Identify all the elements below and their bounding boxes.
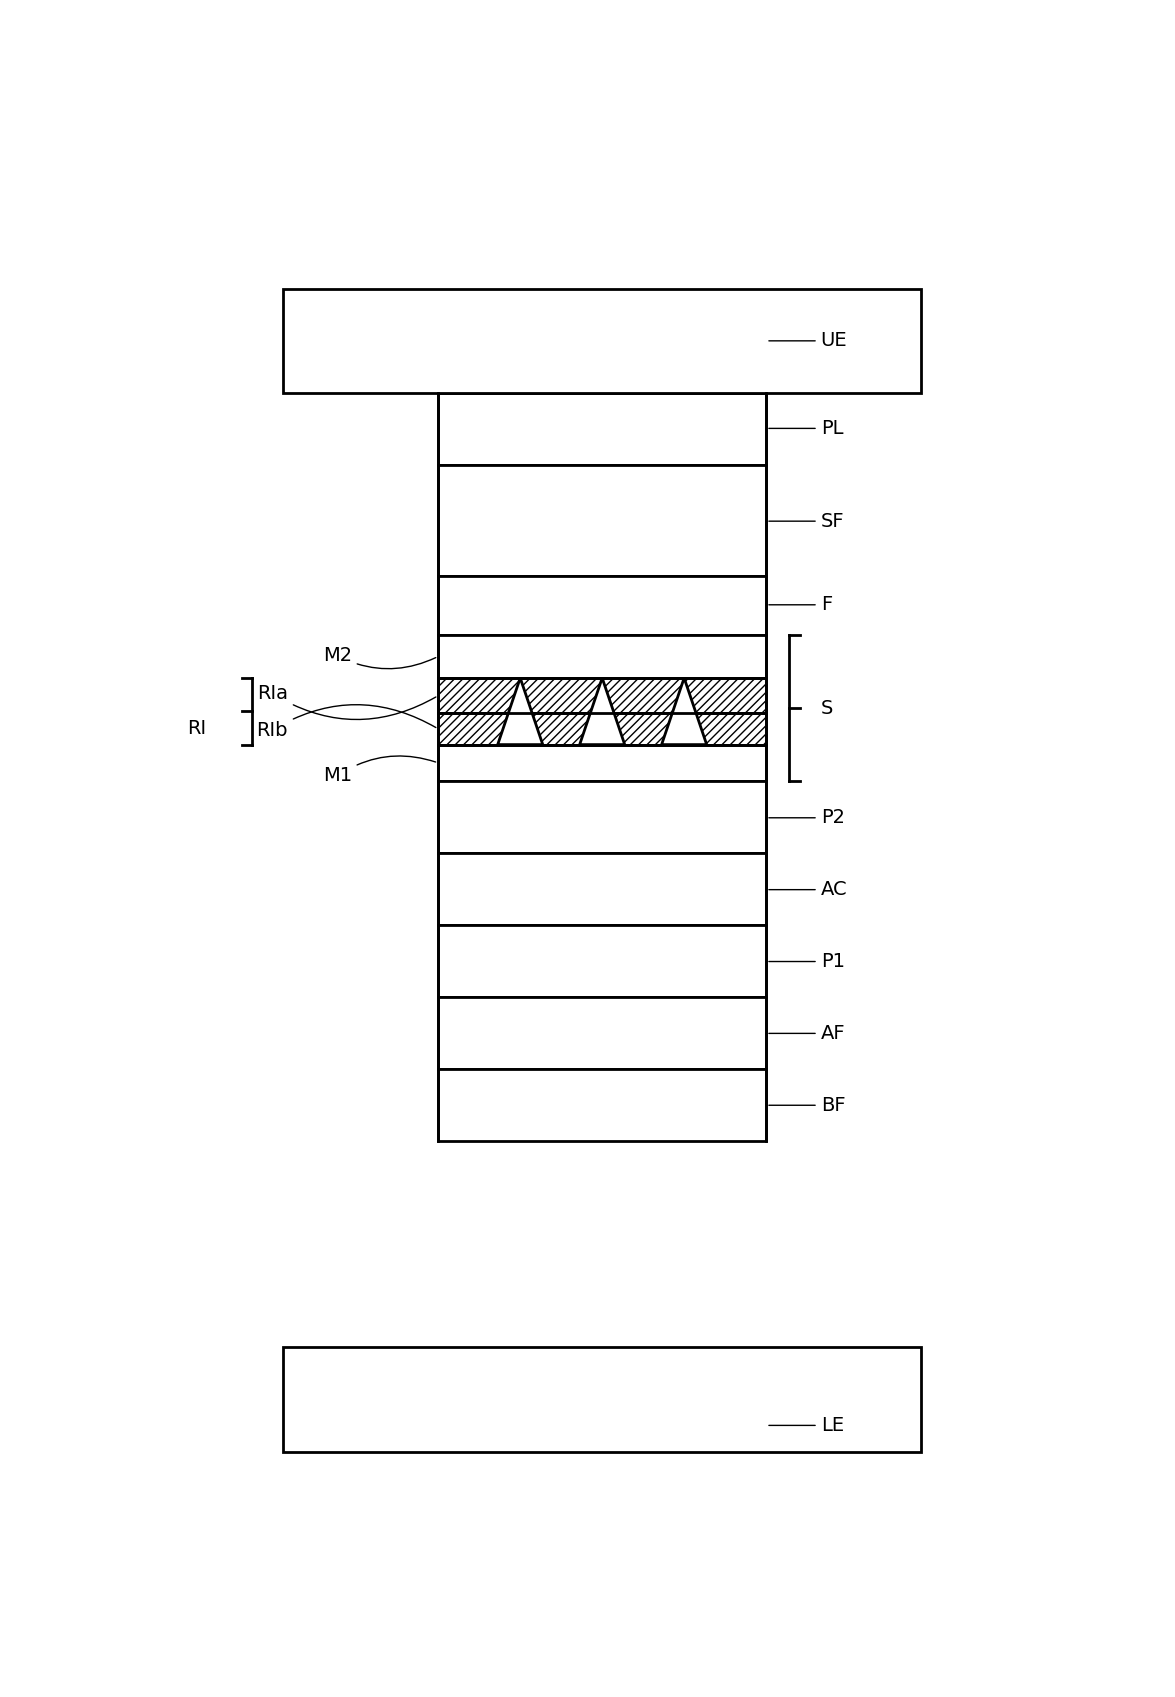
Bar [438,679,766,713]
Text: P1: P1 [768,952,845,971]
Text: AC: AC [768,881,847,899]
Bar [438,854,766,925]
Text: UE: UE [768,331,847,350]
Bar [438,1069,766,1140]
Bar [438,745,766,781]
Polygon shape [498,679,543,745]
Text: M1: M1 [323,755,436,786]
Text: BF: BF [768,1096,845,1115]
Bar [283,1347,921,1451]
Text: S: S [820,699,833,718]
Text: RI: RI [187,720,206,738]
Polygon shape [662,679,706,745]
Text: RIb: RIb [256,704,436,740]
Polygon shape [579,679,625,745]
Text: P2: P2 [768,808,845,826]
Text: RIa: RIa [257,684,436,720]
Bar [438,635,766,679]
Bar [438,925,766,996]
Bar [438,575,766,635]
Bar [438,465,766,575]
Bar [438,996,766,1069]
Bar [283,288,921,394]
Text: F: F [768,596,832,614]
Text: SF: SF [768,512,845,531]
Text: M2: M2 [323,647,436,669]
Bar [438,394,766,465]
Bar [438,781,766,854]
Bar [438,713,766,745]
Text: PL: PL [768,419,844,438]
Text: LE: LE [768,1415,844,1436]
Text: AF: AF [768,1023,845,1044]
